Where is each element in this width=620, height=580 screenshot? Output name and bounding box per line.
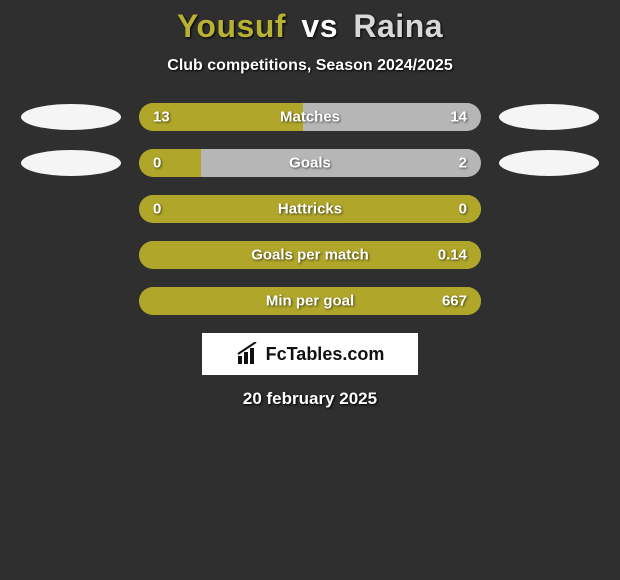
subtitle: Club competitions, Season 2024/2025 [0,57,620,75]
stat-row: 13 Matches 14 [0,103,620,131]
stat-row: Min per goal 667 [0,287,620,315]
stat-left-value: 13 [153,109,170,126]
player2-badge [499,288,599,314]
player2-name: Raina [353,8,443,44]
stat-label: Goals [289,155,331,172]
stat-right-value: 0.14 [438,247,467,264]
player2-badge [499,104,599,130]
logo-text: FcTables.com [266,344,385,365]
stat-bar: 0 Goals 2 [139,149,481,177]
player1-name: Yousuf [177,8,286,44]
stat-right-value: 667 [442,293,467,310]
stat-left-value: 0 [153,155,161,172]
page-title: Yousuf vs Raina [0,8,620,45]
stat-row: Goals per match 0.14 [0,241,620,269]
stat-label: Min per goal [266,293,354,310]
player1-badge [21,150,121,176]
stat-right-value: 14 [450,109,467,126]
player1-badge [21,104,121,130]
player2-badge [499,150,599,176]
stat-row: 0 Goals 2 [0,149,620,177]
date-label: 20 february 2025 [0,389,620,409]
bar-fill-right [201,149,481,177]
stat-label: Goals per match [251,247,369,264]
stat-bar: Goals per match 0.14 [139,241,481,269]
player1-badge [21,242,121,268]
player1-badge [21,288,121,314]
site-logo[interactable]: FcTables.com [202,333,418,375]
stat-bar: 0 Hattricks 0 [139,195,481,223]
stat-row: 0 Hattricks 0 [0,195,620,223]
player2-badge [499,242,599,268]
stat-right-value: 2 [459,155,467,172]
stat-right-value: 0 [459,201,467,218]
bar-fill-left [139,149,201,177]
stat-bar: 13 Matches 14 [139,103,481,131]
comparison-card: Yousuf vs Raina Club competitions, Seaso… [0,0,620,409]
stats-list: 13 Matches 14 0 Goals 2 0 Hattricks 0 Goals per m… [0,103,620,315]
stat-bar: Min per goal 667 [139,287,481,315]
stat-label: Hattricks [278,201,342,218]
chart-icon [236,342,260,366]
vs-text: vs [301,8,338,44]
stat-label: Matches [280,109,340,126]
player1-badge [21,196,121,222]
player2-badge [499,196,599,222]
stat-left-value: 0 [153,201,161,218]
